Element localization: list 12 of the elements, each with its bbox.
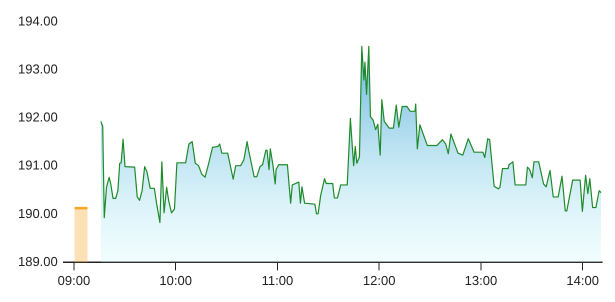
y-tick-label: 190.00 (18, 206, 58, 221)
x-tick-label: 13:00 (464, 272, 498, 288)
y-tick-label: 193.00 (18, 62, 58, 76)
x-tick-label: 09:00 (58, 272, 90, 288)
x-tick-label: 11:00 (262, 272, 294, 288)
x-tick-label: 12:00 (362, 272, 396, 288)
y-tick-label: 191.00 (18, 158, 58, 173)
x-tick-label: 10:00 (159, 272, 192, 288)
x-tick-label: 14:00 (566, 272, 599, 288)
y-tick-label: 194.00 (18, 13, 58, 28)
y-tick-label: 192.00 (18, 110, 58, 125)
y-tick-label: 189.00 (18, 254, 58, 269)
